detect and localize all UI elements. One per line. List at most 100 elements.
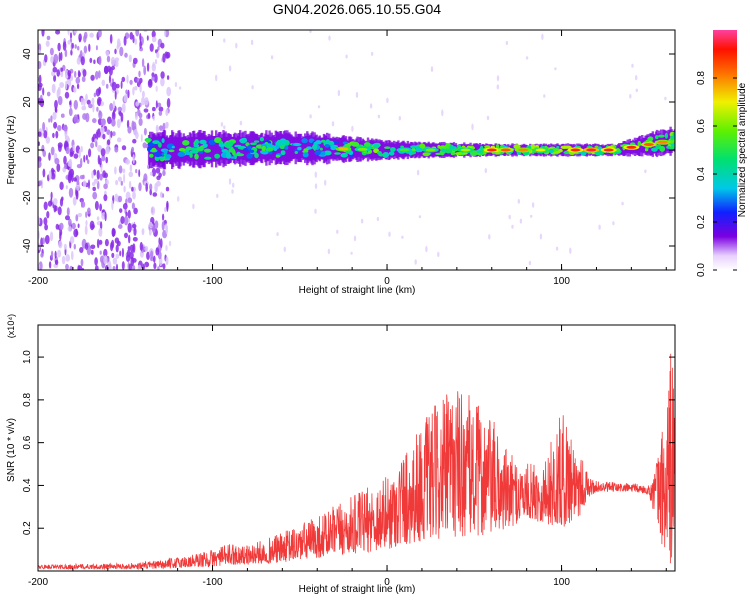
noise-blob: [82, 174, 85, 180]
noise-blob: [621, 201, 624, 206]
noise-blob: [72, 196, 77, 206]
noise-blob: [484, 168, 487, 174]
y-tick-label: 1.0: [22, 350, 33, 364]
band-blob: [189, 150, 196, 154]
noise-blob: [76, 164, 82, 169]
colorbar-tick-label: 0.6: [696, 119, 707, 133]
noise-blob: [50, 146, 55, 156]
noise-blob: [137, 264, 142, 270]
noise-blob: [64, 91, 70, 99]
noise-blob: [345, 54, 348, 59]
noise-blob: [80, 97, 84, 106]
noise-blob: [48, 118, 51, 123]
band-blob: [171, 145, 175, 149]
noise-blob: [112, 100, 116, 109]
hotspot: [486, 148, 497, 152]
band-blob: [195, 146, 204, 152]
band-blob: [419, 143, 426, 149]
noise-blob: [76, 57, 81, 65]
band-blob: [161, 138, 165, 144]
band-blob: [666, 145, 671, 149]
noise-blob: [109, 103, 114, 111]
noise-blob: [101, 79, 106, 87]
noise-blob: [139, 241, 143, 251]
noise-blob: [508, 214, 511, 220]
noise-blob: [127, 246, 131, 251]
noise-blob: [49, 231, 54, 242]
noise-blob: [93, 169, 97, 176]
noise-blob: [135, 169, 138, 174]
band-blob: [241, 137, 247, 142]
noise-blob: [44, 224, 48, 231]
band-blob: [149, 153, 154, 158]
noise-blob: [388, 231, 391, 237]
noise-blob: [112, 131, 116, 137]
band-blob: [208, 139, 216, 146]
noise-blob: [54, 99, 58, 109]
noise-blob: [528, 260, 532, 266]
noise-blob: [127, 222, 132, 233]
band-blob: [659, 145, 666, 152]
noise-blob: [156, 51, 160, 59]
noise-blob: [68, 218, 72, 227]
noise-blob: [539, 233, 543, 240]
noise-blob: [115, 83, 120, 89]
noise-blob: [102, 133, 106, 140]
band-blob: [410, 145, 418, 149]
noise-blob: [398, 116, 401, 121]
noise-blob: [143, 108, 149, 113]
noise-blob: [153, 262, 157, 270]
noise-blob: [106, 129, 111, 135]
hotspot: [357, 147, 368, 151]
noise-blob: [127, 218, 131, 223]
noise-blob: [91, 97, 95, 105]
band-blob: [470, 150, 478, 157]
noise-blob: [85, 220, 88, 226]
noise-blob: [129, 32, 134, 40]
noise-blob: [38, 242, 41, 251]
noise-blob: [57, 125, 62, 132]
spectrogram-ylabel: Frequency (Hz): [6, 116, 17, 185]
noise-blob: [90, 142, 95, 149]
band-blob: [437, 144, 441, 149]
band-blob: [373, 143, 380, 149]
noise-blob: [98, 239, 103, 245]
noise-blob: [93, 92, 97, 98]
band-blob: [449, 144, 454, 150]
noise-blob: [153, 255, 156, 263]
noise-blob: [644, 169, 647, 174]
noise-blob: [164, 223, 168, 230]
band-blob: [594, 145, 599, 148]
band-blob: [275, 154, 281, 158]
noise-blob: [44, 54, 48, 63]
noise-blob: [143, 65, 147, 76]
noise-blob: [74, 70, 77, 78]
band-blob: [254, 152, 259, 159]
noise-blob: [120, 180, 124, 186]
band-blob: [202, 143, 208, 148]
noise-blob: [132, 57, 138, 65]
noise-blob: [63, 155, 67, 165]
noise-blob: [102, 170, 106, 179]
noise-blob: [155, 167, 161, 174]
noise-blob: [355, 91, 359, 98]
hotspot: [586, 148, 597, 152]
noise-blob: [134, 38, 138, 45]
noise-blob: [112, 257, 118, 265]
band-blob: [189, 153, 193, 158]
band-blob: [384, 146, 391, 149]
band-blob: [670, 137, 674, 141]
hotspot: [425, 148, 436, 152]
noise-blob: [116, 38, 121, 49]
noise-blob: [664, 96, 667, 101]
band-blob: [552, 148, 558, 152]
noise-blob: [40, 252, 44, 258]
noise-blob: [50, 115, 53, 123]
band-blob: [177, 151, 186, 157]
x-tick-label: -200: [28, 577, 48, 588]
noise-blob: [116, 118, 121, 129]
noise-blob: [111, 111, 116, 121]
band-blob: [214, 153, 221, 159]
noise-blob: [149, 183, 153, 191]
